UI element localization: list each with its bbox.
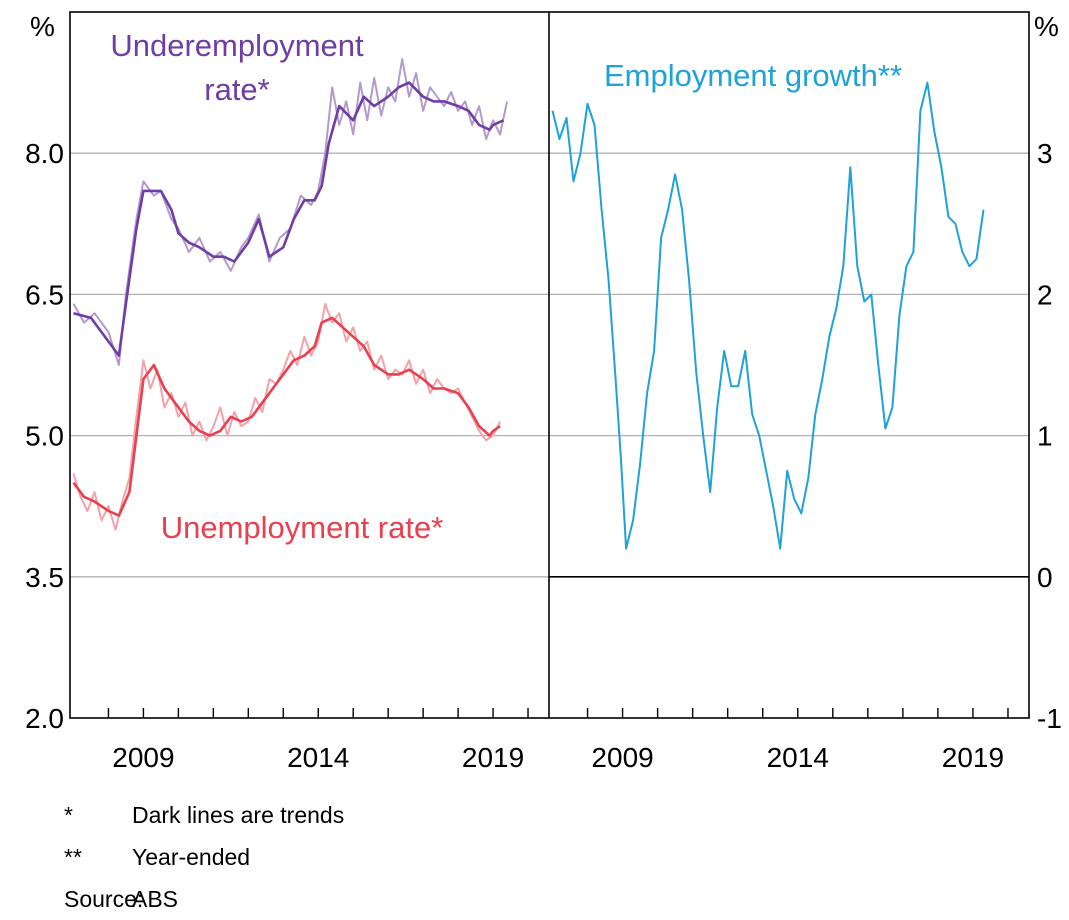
y-tick-label-left: 2.0 <box>25 703 64 734</box>
note-row: * Dark lines are trends <box>64 794 344 836</box>
note-text: Year-ended <box>132 844 251 870</box>
source-row: Source: ABS <box>64 878 344 920</box>
note-row: ** Year-ended <box>64 836 344 878</box>
y-tick-label-left: 8.0 <box>25 138 64 169</box>
underemployment-label-line2: rate* <box>204 72 269 107</box>
underemployment-trend-line <box>73 81 505 357</box>
note-marker: ** <box>64 844 82 870</box>
y-unit-left: % <box>30 11 55 42</box>
unemployment-label: Unemployment rate* <box>161 510 444 545</box>
x-tick-label-right: 2019 <box>942 742 1004 773</box>
y-tick-label-right: 2 <box>1037 279 1053 310</box>
note-marker: * <box>64 802 73 828</box>
underemployment-label-line1: Underemployment <box>110 28 364 63</box>
employment-growth-label: Employment growth** <box>604 58 902 93</box>
y-tick-label-right: 0 <box>1037 562 1053 593</box>
y-unit-right: % <box>1034 11 1059 42</box>
chart-svg: 2.0 3.5 5.0 6.5 8.0 -1 0 1 2 3% % 2009 2014 2019 2009 2… <box>25 11 1062 773</box>
x-tick-label-right: 2014 <box>767 742 829 773</box>
source-text: ABS <box>132 886 179 912</box>
y-tick-label-right: 1 <box>1037 421 1053 452</box>
x-tick-label-left: 2009 <box>112 742 174 773</box>
y-tick-label-right: -1 <box>1037 703 1062 734</box>
y-tick-label-left: 5.0 <box>25 421 64 452</box>
y-tick-label-left: 3.5 <box>25 562 64 593</box>
y-tick-label-left: 6.5 <box>25 279 64 310</box>
unemployment-raw-line <box>72 302 501 531</box>
x-tick-label-right: 2009 <box>591 742 653 773</box>
note-text: Dark lines are trends <box>132 802 345 828</box>
employment-growth-line <box>551 81 985 550</box>
chart-notes: * Dark lines are trends ** Year-ended So… <box>64 794 344 920</box>
x-tick-label-left: 2014 <box>287 742 349 773</box>
x-tick-label-left: 2019 <box>462 742 524 773</box>
unemployment-trend-line <box>72 316 501 517</box>
source-marker: Source: <box>64 886 144 912</box>
y-tick-label-right: 3 <box>1037 138 1053 169</box>
